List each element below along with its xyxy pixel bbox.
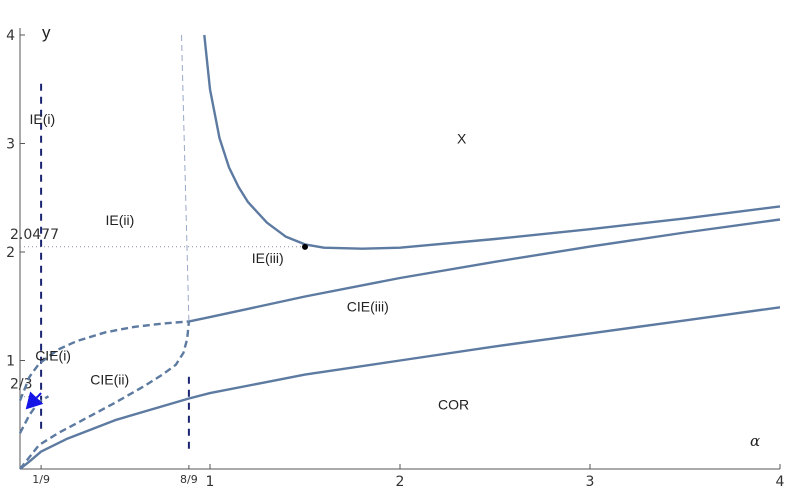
region-label: COR [438, 396, 469, 412]
x-tick-label: 3 [586, 474, 595, 490]
curves [18, 34, 781, 470]
x-tick-label: 4 [776, 474, 785, 490]
series-line [19, 321, 191, 470]
region-label: IE(ii) [106, 212, 135, 228]
y-tick-label-special: 2/3 [10, 377, 33, 393]
x-tick-label-special: 8/9 [180, 473, 198, 486]
marks [25, 243, 308, 410]
region-label: CIE(i) [35, 348, 71, 364]
series-line [181, 34, 190, 322]
series-line [188, 218, 781, 323]
y-axis-label: y [42, 23, 51, 42]
series-line [19, 306, 781, 470]
region-label: CIE(iii) [347, 299, 389, 315]
y-tick-label: 4 [6, 28, 15, 44]
axes: 1 2 3 4 1/9 8/9 1 2 3 4 2/3 2.0477 [6, 28, 785, 490]
x-tick-label-special: 1/9 [32, 473, 50, 486]
series-line [203, 34, 781, 250]
arrow-shaft [35, 392, 42, 399]
y-tick-label: 3 [6, 137, 15, 153]
x-tick-label: 2 [396, 474, 405, 490]
marked-point [302, 243, 308, 250]
region-label: IE(iii) [252, 250, 284, 266]
region-label: IE(i) [30, 111, 56, 127]
region-label: X [457, 131, 467, 147]
y-tick-label: 1 [6, 354, 15, 370]
x-tick-label: 1 [206, 474, 215, 490]
y-tick-label: 2 [6, 245, 15, 261]
region-label: CIE(ii) [90, 371, 129, 387]
x-axis-label: α [750, 432, 760, 450]
series-line [18, 395, 50, 434]
labels: y α X IE(i) IE(ii) IE(iii) CIE(iii) CIE(i) CIE… [30, 23, 761, 450]
arrow-head [25, 391, 44, 410]
reference-lines [20, 83, 305, 453]
y-tick-label-special: 2.0477 [10, 227, 59, 243]
